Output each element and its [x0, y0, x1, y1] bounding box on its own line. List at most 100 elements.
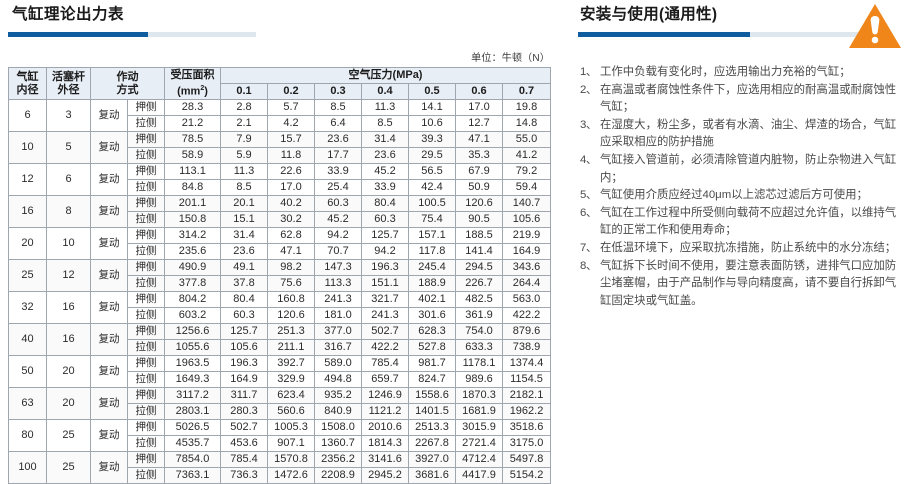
cell-side-pull: 拉侧: [127, 435, 165, 452]
note-number: 3、: [580, 118, 597, 131]
cell-force-pull: 117.8: [408, 243, 456, 260]
cell-rod-dia: 20: [46, 387, 91, 420]
cell-rod-dia: 6: [46, 163, 91, 196]
cell-action-mode: 复动: [90, 195, 128, 228]
cell-force-push: 33.9: [314, 163, 362, 180]
page-root: 气缸理论出力表 单位：牛顿（N）: [8, 4, 902, 484]
cell-force-pull: 4.2: [267, 115, 315, 132]
cell-force-push: 502.7: [361, 323, 409, 340]
note-number: 1、: [580, 66, 597, 78]
cell-area-pull: 4535.7: [164, 435, 221, 452]
note-text: 气缸拆下长时间不使用，要注意表面防锈，进排气口应加防尘堵塞帽，由于产品制作与导向…: [600, 259, 897, 307]
col-header-pressure-1: 0.2: [267, 83, 315, 100]
cell-force-push: 251.3: [267, 323, 315, 340]
cell-force-pull: 75.4: [408, 211, 456, 228]
cell-force-pull: 105.6: [501, 211, 552, 228]
cell-area-pull: 84.8: [164, 179, 221, 196]
cell-force-push: 1870.3: [455, 387, 503, 404]
cell-area-pull: 21.2: [164, 115, 221, 132]
cell-area-pull: 235.6: [164, 243, 221, 260]
cell-force-pull: 1154.5: [501, 371, 552, 388]
cell-side-pull: 拉侧: [127, 147, 165, 164]
cell-area-push: 1963.5: [164, 355, 221, 372]
cell-force-pull: 2208.9: [314, 467, 362, 484]
cell-force-push: 3141.6: [361, 451, 409, 468]
note-number: 8、: [580, 259, 597, 272]
cell-force-push: 55.0: [501, 131, 552, 148]
cell-force-push: 7.9: [220, 131, 268, 148]
cell-side-push: 押侧: [127, 99, 165, 116]
cell-force-pull: 226.7: [455, 275, 503, 292]
cell-force-push: 2010.6: [361, 419, 409, 436]
cell-force-pull: 59.4: [501, 179, 552, 196]
installation-notes-list: 1、 工作中负载有变化时，应选用输出力充裕的气缸； 2、 在高温或者腐蚀性条件下，应选…: [578, 64, 902, 310]
cell-rod-dia: 8: [46, 195, 91, 228]
cell-side-push: 押侧: [127, 451, 165, 468]
cell-side-push: 押侧: [127, 387, 165, 404]
cell-force-pull: 33.9: [361, 179, 409, 196]
cell-force-pull: 1360.7: [314, 435, 362, 452]
cell-force-pull: 10.6: [408, 115, 456, 132]
cell-force-push: 140.7: [501, 195, 552, 212]
col-header-pressure-5: 0.6: [455, 83, 503, 100]
cell-force-push: 377.0: [314, 323, 362, 340]
cell-force-pull: 5.9: [220, 147, 268, 164]
cell-force-pull: 23.6: [220, 243, 268, 260]
cell-bore: 6: [8, 99, 47, 132]
cell-force-push: 245.4: [408, 259, 456, 276]
cell-force-push: 321.7: [361, 291, 409, 308]
cell-side-push: 押侧: [127, 163, 165, 180]
cell-side-push: 押侧: [127, 291, 165, 308]
cell-area-push: 314.2: [164, 227, 221, 244]
cell-force-push: 31.4: [220, 227, 268, 244]
cell-force-push: 196.3: [220, 355, 268, 372]
cell-force-pull: 2721.4: [455, 435, 503, 452]
table-row: 50 20 复动 押侧 1963.5 196.3 392.7 589.0 785.4 981.7 1…: [8, 355, 552, 388]
cell-force-pull: 2945.2: [361, 467, 409, 484]
cell-action-mode: 复动: [90, 227, 128, 260]
table-row: 拉侧 58.9 5.9 11.8 17.7 23.6 29.5 35.3 41.2: [9, 147, 552, 164]
list-item: 5、 气缸使用介质应经过40μm以上滤芯过滤后方可使用；: [580, 187, 902, 205]
cell-side-push: 押侧: [127, 227, 165, 244]
page-title: 气缸理论出力表: [12, 6, 125, 23]
cell-force-pull: 824.7: [408, 371, 456, 388]
cell-force-pull: 141.4: [455, 243, 503, 260]
cell-force-push: 754.0: [455, 323, 503, 340]
cell-force-push: 80.4: [220, 291, 268, 308]
installation-title-underline-fill: [578, 32, 750, 37]
table-row: 40 16 复动 押侧 1256.6 125.7 251.3 377.0 502.7 628.3 7…: [8, 323, 552, 356]
cell-side-push: 押侧: [127, 323, 165, 340]
cell-force-push: 160.8: [267, 291, 315, 308]
cell-force-pull: 527.8: [408, 339, 456, 356]
cell-force-pull: 164.9: [501, 243, 552, 260]
cell-side-push: 押侧: [127, 131, 165, 148]
installation-title: 安装与使用(通用性): [580, 6, 718, 23]
cell-side-push: 押侧: [127, 355, 165, 372]
table-row: 100 25 复动 押侧 7854.0 785.4 1570.8 2356.2 3141.6 39…: [8, 451, 552, 484]
cell-force-push: 241.3: [314, 291, 362, 308]
cell-force-push: 98.2: [267, 259, 315, 276]
cell-force-push: 60.3: [314, 195, 362, 212]
cell-force-push: 15.7: [267, 131, 315, 148]
cell-bore: 25: [8, 259, 47, 292]
cell-side-push: 押侧: [127, 419, 165, 436]
cell-rod-dia: 12: [46, 259, 91, 292]
cell-force-push: 5497.8: [501, 451, 552, 468]
cell-force-pull: 41.2: [501, 147, 552, 164]
cell-area-push: 78.5: [164, 131, 221, 148]
cell-force-pull: 60.3: [361, 211, 409, 228]
cell-force-push: 1374.4: [501, 355, 552, 372]
table-row: 拉侧 21.2 2.1 4.2 6.4 8.5 10.6 12.7 14.8: [9, 115, 552, 132]
cell-area-pull: 1055.6: [164, 339, 221, 356]
cell-force-push: 20.1: [220, 195, 268, 212]
title-underline: [8, 32, 256, 37]
note-number: 4、: [580, 153, 597, 166]
cell-force-push: 1005.3: [267, 419, 315, 436]
cell-bore: 10: [8, 131, 47, 164]
cell-force-push: 147.3: [314, 259, 362, 276]
col-header-pressure-2: 0.3: [314, 83, 362, 100]
cell-force-pull: 907.1: [267, 435, 315, 452]
cell-force-pull: 164.9: [220, 371, 268, 388]
cell-force-push: 589.0: [314, 355, 362, 372]
cell-force-pull: 1401.5: [408, 403, 456, 420]
